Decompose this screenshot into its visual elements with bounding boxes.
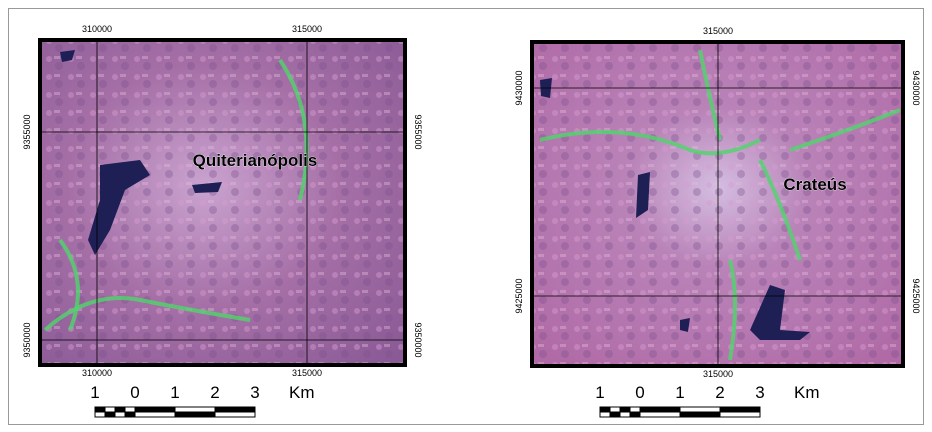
scale-label: 1	[595, 383, 604, 402]
scale-bar-cell	[640, 407, 680, 412]
scale-bar-cell	[95, 407, 105, 412]
panels: 310000 310000 315000 315000 9355000 9355000 93…	[22, 24, 921, 417]
right-coordinate: 9425000	[911, 278, 921, 313]
map-figure: 310000 310000 315000 315000 9355000 9355000 93…	[0, 0, 932, 432]
top-coordinate: 315000	[703, 26, 733, 36]
scale-bar-cell	[115, 407, 125, 412]
scale-label: Km	[794, 383, 820, 402]
scale-bar-cell	[135, 412, 175, 417]
scale-label: 2	[715, 383, 724, 402]
scale-bar-cell	[720, 412, 760, 417]
scale-bar-cell	[215, 407, 255, 412]
bottom-coordinate: 310000	[82, 368, 112, 378]
scale-bar-cell	[630, 412, 640, 417]
scale-label: 1	[170, 383, 179, 402]
place-name: Crateús	[783, 175, 846, 194]
scale-bar-cell	[720, 407, 760, 412]
scale-bar-cell	[105, 412, 115, 417]
scale-bar-cell	[640, 412, 680, 417]
scale-label: 1	[675, 383, 684, 402]
left-coordinate: 9430000	[514, 70, 524, 105]
scale-label: 0	[635, 383, 644, 402]
scale-label: 2	[210, 383, 219, 402]
bottom-coordinate: 315000	[703, 369, 733, 379]
scale-label: 3	[755, 383, 764, 402]
left-coordinate: 9355000	[22, 114, 32, 149]
scale-bar-cell	[215, 412, 255, 417]
scale-bar-cell	[600, 407, 610, 412]
left-coordinate: 9350000	[22, 322, 32, 357]
image-texture	[532, 42, 903, 366]
scale-bar-cell	[610, 412, 620, 417]
top-coordinate: 315000	[292, 24, 322, 34]
scale-label: 1	[90, 383, 99, 402]
top-coordinate: 310000	[82, 24, 112, 34]
scale-bar-cell	[125, 412, 135, 417]
scale-bar-cell	[620, 412, 630, 417]
place-name: Quiterianópolis	[193, 151, 318, 170]
scale-bar-cell	[610, 407, 620, 412]
scale-label: Km	[289, 383, 315, 402]
scale-bar-cell	[680, 407, 720, 412]
scale-label: 0	[130, 383, 139, 402]
scale-bar-cell	[135, 407, 175, 412]
scale-bar-cell	[175, 412, 215, 417]
right-coordinate: 9350000	[413, 322, 423, 357]
scale-label: 3	[250, 383, 259, 402]
left-coordinate: 9425000	[514, 278, 524, 313]
scale-bar-cell	[125, 407, 135, 412]
scale-bar-cell	[680, 412, 720, 417]
scale-bar-cell	[620, 407, 630, 412]
scale-bar-cell	[175, 407, 215, 412]
scale-bar-cell	[630, 407, 640, 412]
bottom-coordinate: 315000	[292, 368, 322, 378]
scale-bar-cell	[115, 412, 125, 417]
right-coordinate: 9355000	[413, 114, 423, 149]
scale-bar-cell	[105, 407, 115, 412]
scale-bar-cell	[600, 412, 610, 417]
scale-bar-cell	[95, 412, 105, 417]
right-coordinate: 9430000	[911, 70, 921, 105]
map-panel: 315000 315000 9430000 9430000 9425000 9425000…	[514, 26, 921, 417]
map-panel: 310000 310000 315000 315000 9355000 9355000 93…	[22, 24, 423, 417]
